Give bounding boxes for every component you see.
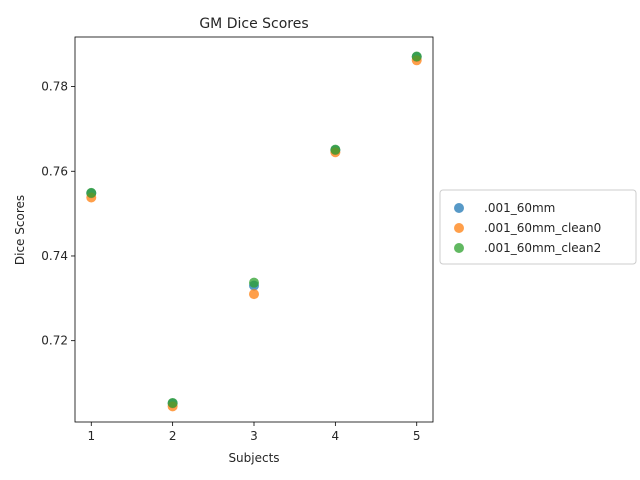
y-axis-ticks: 0.72 0.74 0.76 0.78: [41, 80, 75, 348]
plot-frame: [74, 36, 434, 423]
y-axis-label: Dice Scores: [13, 195, 27, 265]
series-3: [86, 51, 422, 408]
x-axis-label: Subjects: [228, 451, 279, 465]
x-tick-label: 5: [413, 429, 421, 443]
legend-entry-label: .001_60mm: [484, 201, 555, 215]
series-2: [86, 55, 422, 412]
data-point: [86, 187, 97, 198]
x-tick-label: 3: [250, 429, 258, 443]
plot-area: [74, 36, 434, 423]
series-1: [86, 51, 422, 409]
data-points: [86, 51, 422, 412]
data-point: [411, 51, 422, 62]
y-tick-label: 0.76: [41, 164, 68, 178]
y-tick-label: 0.72: [41, 334, 68, 348]
chart-title: GM Dice Scores: [199, 16, 308, 32]
data-point: [249, 289, 259, 300]
data-point: [330, 144, 341, 155]
y-tick-label: 0.78: [41, 80, 68, 94]
y-tick-label: 0.74: [41, 249, 68, 263]
legend: .001_60mm .001_60mm_clean0 .001_60mm_clean…: [439, 189, 637, 265]
x-tick-label: 2: [169, 429, 177, 443]
legend-entry-label: .001_60mm_clean2: [484, 241, 601, 255]
legend-box: [439, 189, 637, 265]
x-tick-label: 1: [87, 429, 95, 443]
legend-marker: [454, 243, 464, 253]
legend-marker: [454, 223, 464, 233]
legend-entry-label: .001_60mm_clean0: [484, 221, 601, 235]
legend-marker: [454, 203, 464, 213]
data-point: [167, 397, 178, 408]
x-axis-ticks: 1 2 3 4 5: [87, 422, 421, 443]
data-point: [249, 277, 259, 288]
x-tick-label: 4: [332, 429, 340, 443]
